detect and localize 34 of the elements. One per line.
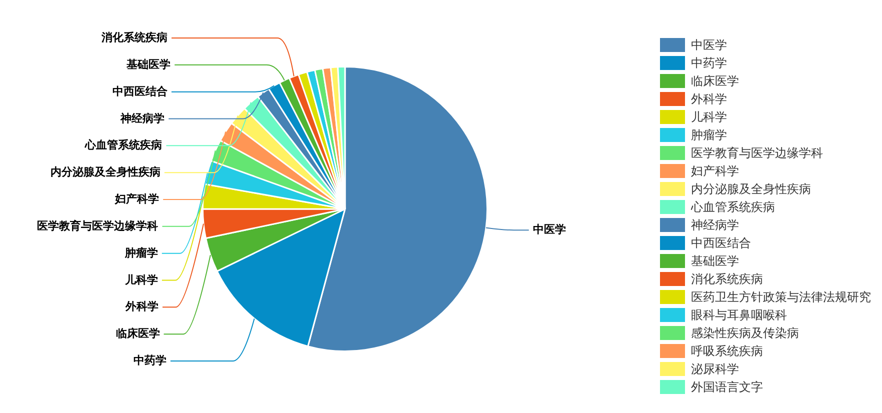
legend-label: 泌尿科学 [691, 360, 739, 378]
legend-label: 内分泌腺及全身性疾病 [691, 180, 811, 198]
slice-label: 中西医结合 [112, 84, 168, 98]
slice-label: 肿瘤学 [124, 246, 158, 260]
legend-label: 妇产科学 [691, 162, 739, 180]
slice-label: 医学教育与医学边缘学科 [37, 219, 158, 232]
legend-label: 呼吸系统疾病 [691, 342, 763, 360]
slice-label: 妇产科学 [114, 192, 160, 206]
slice-label: 消化系统疾病 [100, 31, 168, 44]
slice-label: 临床医学 [116, 327, 160, 340]
slice-label: 基础医学 [126, 58, 171, 71]
legend-label: 儿科学 [691, 108, 727, 126]
legend-label: 临床医学 [691, 72, 739, 90]
legend-label: 中医学 [691, 36, 727, 54]
legend-label: 消化系统疾病 [691, 270, 763, 288]
slice-label: 心血管系统疾病 [84, 138, 162, 152]
slice-label: 内分泌腺及全身性疾病 [50, 166, 160, 179]
legend-label: 医学教育与医学边缘学科 [691, 144, 823, 162]
legend-label: 中西医结合 [691, 234, 751, 252]
legend-label: 感染性疾病及传染病 [691, 324, 799, 342]
legend-label: 基础医学 [691, 252, 739, 270]
slice-label: 中药学 [133, 354, 166, 368]
legend-label: 外国语言文字 [691, 378, 763, 396]
legend-label: 外科学 [691, 90, 727, 108]
slice-label: 外科学 [124, 300, 159, 314]
legend-label: 心血管系统疾病 [691, 198, 775, 216]
legend-label: 神经病学 [691, 216, 739, 234]
slice-label: 神经病学 [120, 112, 165, 125]
legend-label: 眼科与耳鼻咽喉科 [691, 306, 787, 324]
legend-label: 肿瘤学 [691, 126, 727, 144]
slice-label: 中医学 [532, 223, 566, 236]
slice-label: 儿科学 [124, 273, 158, 286]
legend-label: 中药学 [691, 54, 727, 72]
legend-label: 医药卫生方针政策与法律法规研究 [691, 288, 871, 306]
